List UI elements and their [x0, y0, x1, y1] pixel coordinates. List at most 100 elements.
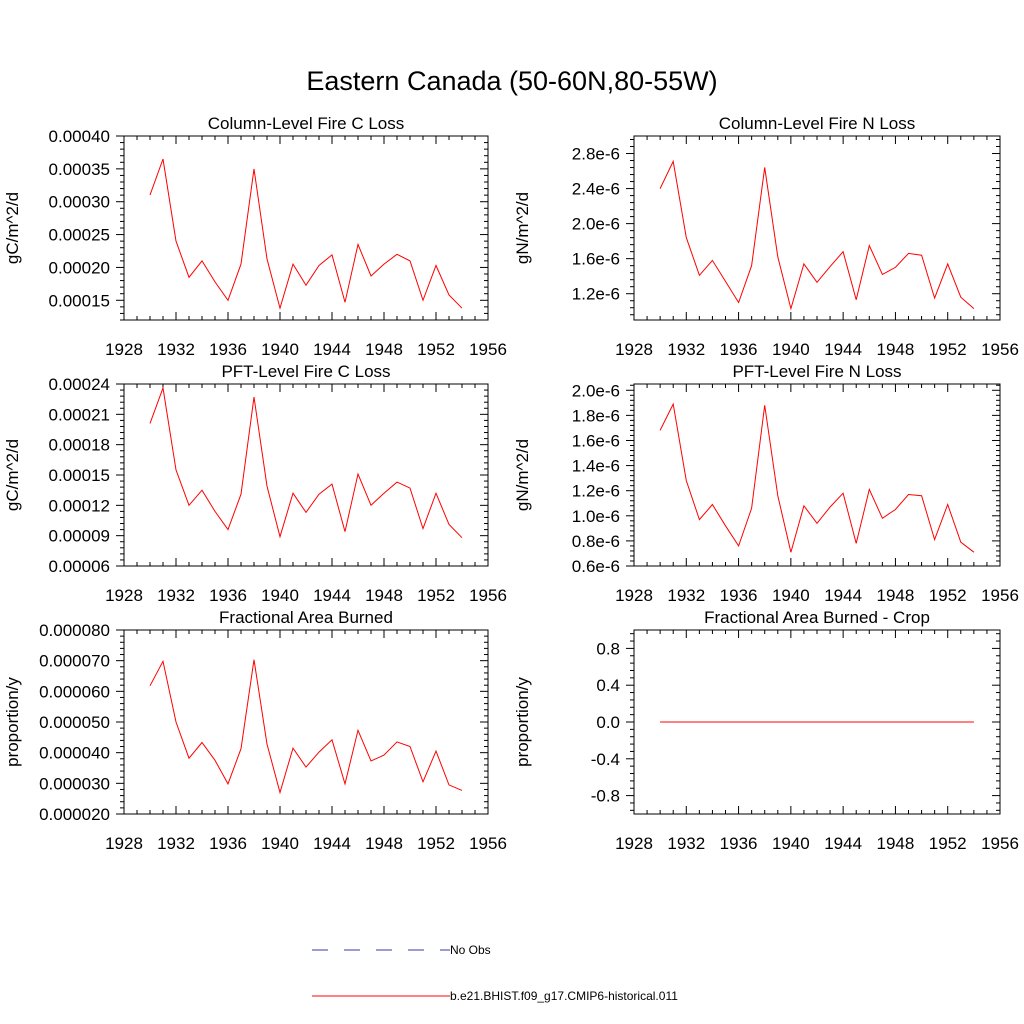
x-tick-label: 1928 [615, 586, 653, 605]
x-tick-label: 1956 [981, 834, 1019, 853]
x-tick-label: 1940 [772, 834, 810, 853]
x-tick-label: 1928 [105, 834, 143, 853]
y-axis-label: gN/m^2/d [513, 439, 532, 511]
x-tick-label: 1936 [720, 834, 758, 853]
panel-6: Fractional Area Burned - Crop proportion/… [513, 608, 1019, 853]
y-tick-label: 0.00012 [49, 496, 110, 515]
y-tick-label: 0.4 [596, 676, 620, 695]
y-tick-label: 0.00015 [49, 466, 110, 485]
x-tick-label: 1948 [877, 834, 915, 853]
y-tick-label: 0.00006 [49, 557, 110, 576]
x-tick-label: 1932 [667, 834, 705, 853]
plot-frame [633, 135, 1001, 321]
y-axis-label: gN/m^2/d [513, 192, 532, 264]
y-tick-label: 0.000070 [39, 652, 110, 671]
x-tick-label: 1936 [209, 834, 247, 853]
x-tick-label: 1952 [929, 586, 967, 605]
y-tick-label: 2.0e-6 [572, 381, 620, 400]
y-tick-label: 0.00015 [49, 291, 110, 310]
x-tick-label: 1944 [313, 834, 351, 853]
y-tick-label: 1.8e-6 [572, 406, 620, 425]
y-tick-label: 0.00009 [49, 527, 110, 546]
panel-5: Fractional Area Burned proportion/y 1928 19… [3, 608, 507, 853]
y-tick-label: 0.00024 [49, 375, 110, 394]
panels: Column-Level Fire C Loss gC/m^2/d 1928 1932… [3, 114, 1019, 853]
x-tick-label: 1948 [365, 586, 403, 605]
x-tick-label: 1932 [667, 340, 705, 359]
panel-3: PFT-Level Fire C Loss gC/m^2/d 1928 1932 193… [3, 362, 507, 605]
y-tick-label: 0.00020 [49, 258, 110, 277]
x-tick-label: 1952 [417, 834, 455, 853]
plot-frame [123, 383, 489, 567]
y-tick-label: 0.000080 [39, 621, 110, 640]
y-tick-label: 2.4e-6 [572, 180, 620, 199]
y-tick-label: 0.0 [596, 713, 620, 732]
x-tick-label: 1928 [615, 340, 653, 359]
panel-title: PFT-Level Fire C Loss [221, 362, 390, 381]
y-tick-label: 0.00018 [49, 436, 110, 455]
x-tick-label: 1944 [824, 340, 862, 359]
y-tick-label: 1.0e-6 [572, 507, 620, 526]
panel-title: Fractional Area Burned [219, 608, 393, 627]
x-tick-label: 1928 [615, 834, 653, 853]
x-tick-label: 1940 [772, 340, 810, 359]
y-tick-label: 1.4e-6 [572, 457, 620, 476]
x-tick-label: 1932 [157, 586, 195, 605]
x-tick-label: 1952 [929, 340, 967, 359]
y-tick-label: 2.0e-6 [572, 215, 620, 234]
x-tick-label: 1936 [720, 586, 758, 605]
y-tick-label: -0.8 [591, 787, 620, 806]
y-tick-label: 0.00021 [49, 405, 110, 424]
series-line [659, 159, 975, 311]
x-tick-label: 1932 [157, 340, 195, 359]
x-tick-label: 1928 [105, 586, 143, 605]
panel-2: Column-Level Fire N Loss gN/m^2/d 1928 1932… [513, 114, 1019, 359]
y-tick-label: 0.8e-6 [572, 532, 620, 551]
x-tick-label: 1956 [469, 834, 507, 853]
x-tick-label: 1948 [365, 340, 403, 359]
y-tick-label: -0.4 [591, 750, 620, 769]
y-tick-label: 0.000030 [39, 774, 110, 793]
plot-frame [633, 383, 1001, 567]
series-line [149, 158, 463, 311]
y-tick-label: 0.6e-6 [572, 557, 620, 576]
y-tick-label: 2.8e-6 [572, 145, 620, 164]
y-axis-label: gC/m^2/d [3, 439, 22, 511]
panel-title: PFT-Level Fire N Loss [732, 362, 901, 381]
x-tick-label: 1948 [877, 340, 915, 359]
panel-4: PFT-Level Fire N Loss gN/m^2/d 1928 1932 193… [513, 362, 1019, 605]
y-axis-label: proportion/y [3, 677, 22, 767]
y-tick-label: 0.8 [596, 639, 620, 658]
x-tick-label: 1956 [981, 340, 1019, 359]
x-tick-label: 1944 [313, 340, 351, 359]
series-line [659, 402, 975, 553]
y-tick-label: 0.000040 [39, 744, 110, 763]
x-tick-label: 1956 [469, 586, 507, 605]
y-tick-label: 0.000050 [39, 713, 110, 732]
plot-frame [123, 135, 489, 321]
y-axis-label: gC/m^2/d [3, 192, 22, 264]
x-tick-label: 1932 [667, 586, 705, 605]
y-tick-label: 0.00035 [49, 160, 110, 179]
y-tick-label: 0.000020 [39, 805, 110, 824]
legend: No Obs b.e21.BHIST.f09_g17.CMIP6-historic… [312, 943, 678, 1003]
x-tick-label: 1932 [157, 834, 195, 853]
x-tick-label: 1948 [365, 834, 403, 853]
legend-label: b.e21.BHIST.f09_g17.CMIP6-historical.011 [450, 989, 678, 1003]
x-tick-label: 1936 [209, 586, 247, 605]
panel-1: Column-Level Fire C Loss gC/m^2/d 1928 1932… [3, 114, 507, 359]
y-tick-label: 1.6e-6 [572, 250, 620, 269]
y-tick-label: 1.6e-6 [572, 431, 620, 450]
y-tick-label: 1.2e-6 [572, 285, 620, 304]
x-tick-label: 1948 [877, 586, 915, 605]
y-tick-label: 0.00025 [49, 226, 110, 245]
legend-label: No Obs [450, 943, 491, 957]
series-line [149, 386, 463, 539]
x-tick-label: 1944 [824, 586, 862, 605]
x-tick-label: 1956 [981, 586, 1019, 605]
y-tick-label: 0.00040 [49, 127, 110, 146]
panel-title: Column-Level Fire N Loss [719, 114, 916, 133]
x-tick-label: 1952 [929, 834, 967, 853]
x-tick-label: 1936 [209, 340, 247, 359]
